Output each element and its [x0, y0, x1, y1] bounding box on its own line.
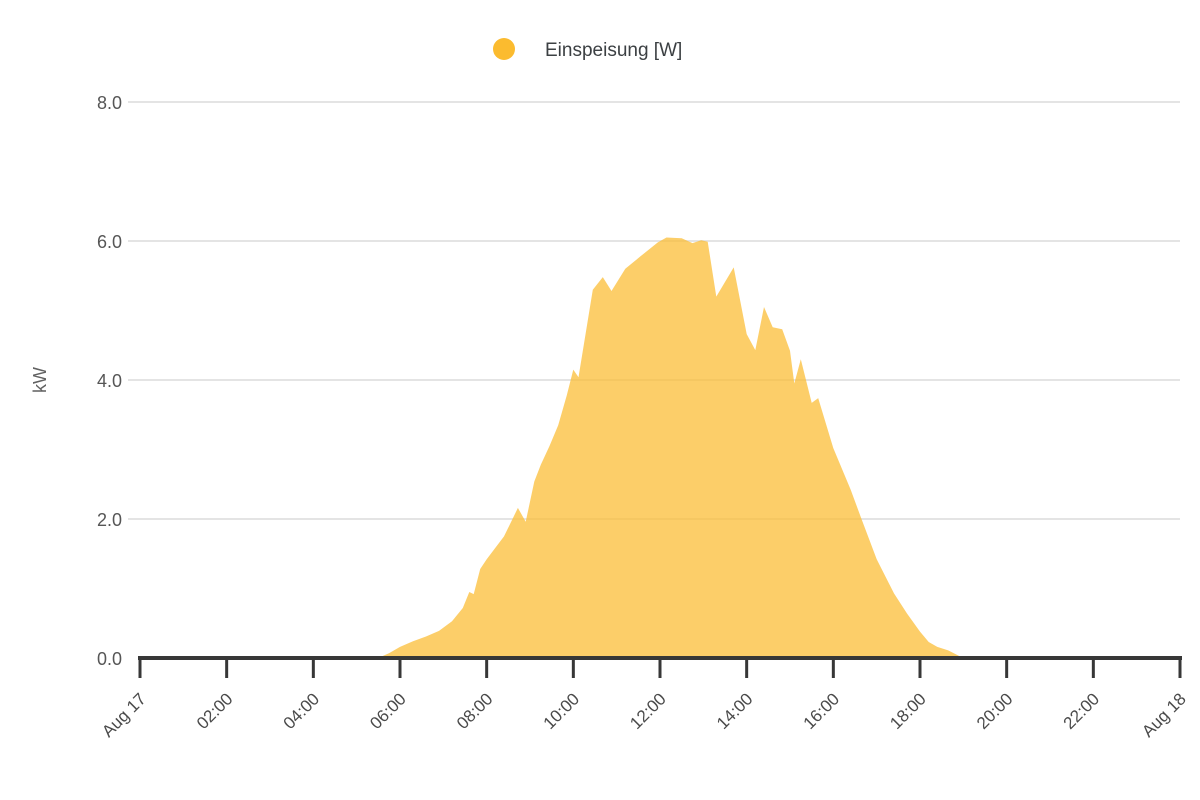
area-series-group — [378, 237, 966, 659]
x-tick-label: 04:00 — [280, 689, 324, 733]
legend-item-einspeisung[interactable]: Einspeisung [W] — [545, 40, 682, 61]
legend[interactable]: Einspeisung [W] — [493, 38, 682, 61]
x-tick-label: 20:00 — [973, 689, 1017, 733]
y-tick-label: 8.0 — [97, 93, 122, 113]
x-tick-label: 18:00 — [886, 689, 930, 733]
x-tick-label: 12:00 — [626, 689, 670, 733]
x-tick-label: 08:00 — [453, 689, 497, 733]
x-tick-label: 22:00 — [1060, 689, 1104, 733]
x-axis-labels: Aug 17 02:00 04:00 06:00 08:00 10:00 12:00 14:0… — [98, 689, 1190, 741]
y-tick-label: 4.0 — [97, 371, 122, 391]
x-tick-label: 02:00 — [193, 689, 237, 733]
y-axis-title: kW — [30, 367, 50, 393]
x-tick-label: 06:00 — [366, 689, 410, 733]
y-tick-label: 6.0 — [97, 232, 122, 252]
y-tick-label: 0.0 — [97, 649, 122, 669]
x-tick-label: Aug 18 — [1138, 689, 1190, 741]
einspeisung-area-series[interactable] — [378, 237, 966, 659]
y-axis-labels: 0.0 2.0 4.0 6.0 8.0 — [97, 93, 122, 669]
legend-marker-icon — [493, 38, 515, 60]
x-tick-label: Aug 17 — [98, 689, 150, 741]
x-tick-label: 16:00 — [800, 689, 844, 733]
x-tick-label: 10:00 — [540, 689, 584, 733]
x-tick-label: 14:00 — [713, 689, 757, 733]
y-tick-label: 2.0 — [97, 510, 122, 530]
x-axis — [138, 656, 1182, 678]
